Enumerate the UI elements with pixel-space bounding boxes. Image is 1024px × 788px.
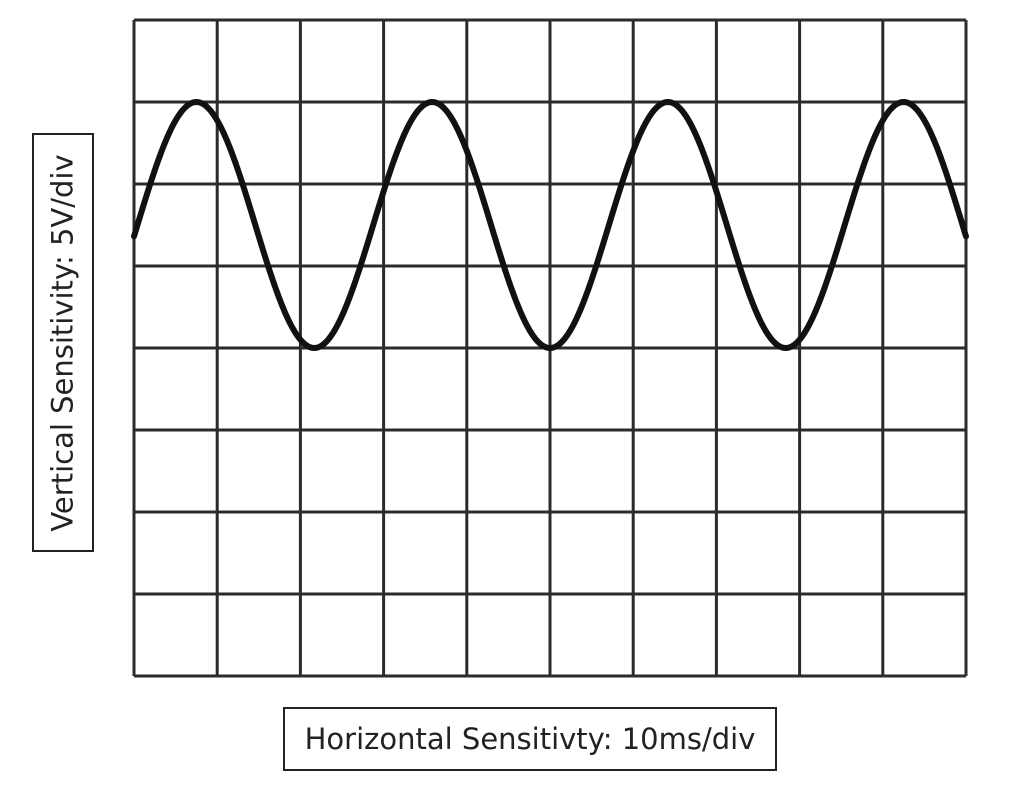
horizontal-sensitivity-label: Horizontal Sensitivty: 10ms/div <box>283 707 777 771</box>
horizontal-sensitivity-text: Horizontal Sensitivty: 10ms/div <box>304 722 756 756</box>
graticule-grid <box>132 18 968 678</box>
vertical-sensitivity-text: Vertical Sensitivity: 5V/div <box>46 153 80 532</box>
vertical-sensitivity-label: Vertical Sensitivity: 5V/div <box>32 133 94 552</box>
sine-waveform-trace <box>131 99 969 351</box>
